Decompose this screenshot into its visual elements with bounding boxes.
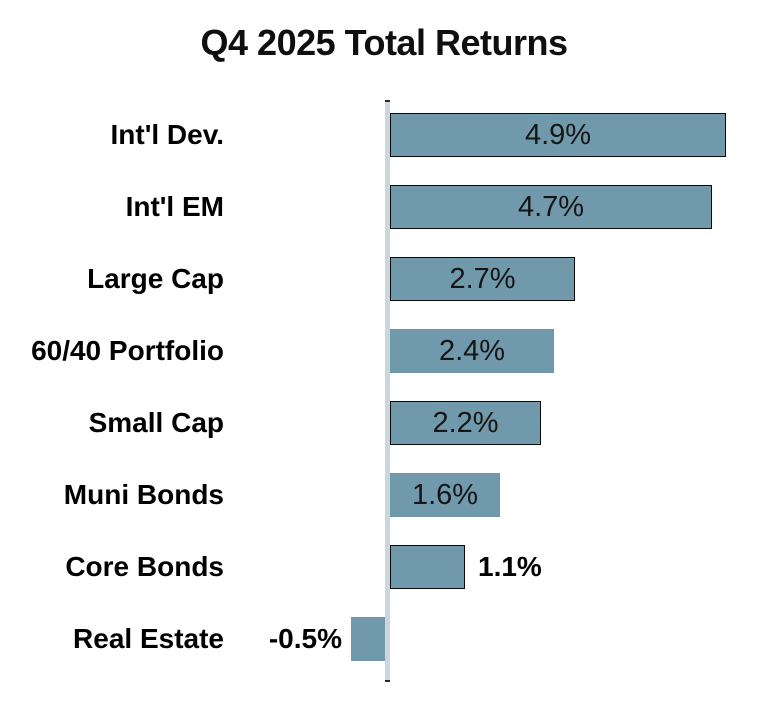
value-label: 4.9%: [524, 119, 592, 151]
value-label: 4.7%: [517, 191, 585, 223]
bar: [390, 401, 541, 445]
category-label: Muni Bonds: [63, 479, 224, 510]
bar: [390, 113, 726, 157]
value-label: 1.1%: [478, 551, 542, 582]
zero-baseline-axis: [385, 100, 390, 682]
category-label: Real Estate: [73, 623, 224, 654]
chart-title: Q4 2025 Total Returns: [200, 22, 568, 63]
value-label: 2.2%: [432, 407, 499, 439]
category-label: Large Cap: [87, 263, 224, 294]
bar: [390, 473, 500, 517]
bar: [390, 545, 465, 589]
bar: [390, 185, 712, 229]
bar: [351, 617, 385, 661]
category-label: Int'l Dev.: [110, 119, 225, 150]
bar: [390, 329, 554, 373]
value-label: -0.5%: [268, 623, 342, 654]
bar: [390, 257, 575, 301]
category-label: 60/40 Portfolio: [31, 335, 224, 366]
category-label: Int'l EM: [125, 191, 224, 222]
value-label: 1.6%: [411, 479, 479, 511]
category-label: Core Bonds: [65, 551, 224, 582]
category-label: Small Cap: [88, 407, 224, 438]
value-label: 2.4%: [438, 335, 506, 367]
value-label: 2.7%: [449, 263, 516, 295]
